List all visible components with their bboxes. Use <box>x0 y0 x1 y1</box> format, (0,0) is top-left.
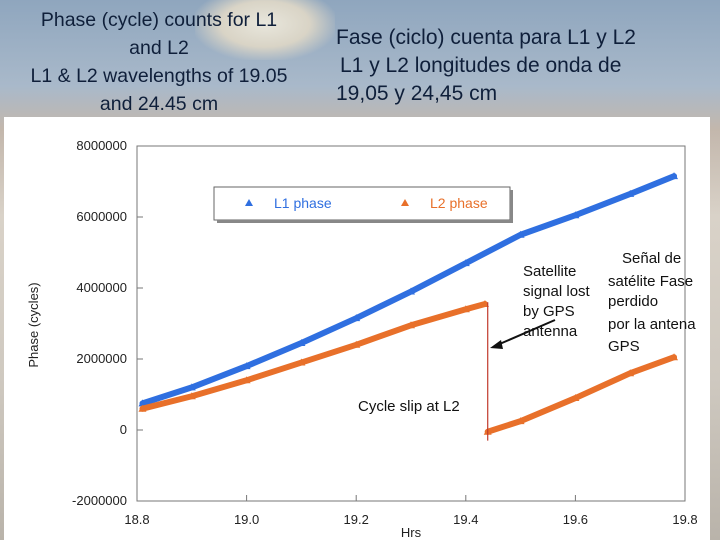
data-point-l1 <box>297 339 306 347</box>
y-ticks: 8000000 6000000 4000000 2000000 0 -2000000 <box>72 138 143 508</box>
y-tick-label: 8000000 <box>76 138 127 153</box>
data-point-l2 <box>297 358 306 366</box>
legend-label-l2: L2 phase <box>430 195 488 211</box>
title-es-line-3: 19,05 y 24,45 cm <box>336 82 498 105</box>
data-point-l2 <box>516 417 525 425</box>
data-point-l2 <box>242 376 251 384</box>
legend: L1 phase L2 phase <box>213 186 513 223</box>
title-en-line-4: and 24.45 cm <box>99 93 219 115</box>
data-point-l1 <box>626 189 635 197</box>
annotation-signal-lost-es: Señal de satélite Fase perdido por la an… <box>608 250 696 355</box>
annotation-es-line-1: Señal de <box>622 250 681 267</box>
annotation-es-line-5: GPS <box>608 338 640 355</box>
legend-shadow <box>510 190 513 222</box>
data-point-l1 <box>571 211 580 219</box>
data-point-l2 <box>461 305 470 313</box>
y-axis-title: Phase (cycles) <box>26 282 41 367</box>
annotation-en-line-2: signal lost <box>523 283 591 300</box>
x-tick-label: 19.4 <box>453 512 478 527</box>
title-es-line-1: Fase (ciclo) cuenta para L1 y L2 <box>336 26 636 49</box>
title-en-line-1: Phase (cycle) counts for L1 <box>40 9 278 31</box>
series-line-l2-segment-1 <box>484 354 678 435</box>
data-point-l2 <box>480 299 489 307</box>
data-point-l1 <box>407 287 415 295</box>
title-en-line-3: L1 & L2 wavelengths of 19.05 <box>30 65 288 87</box>
data-point-l1 <box>242 362 251 370</box>
series-layer <box>138 172 679 435</box>
y-tick-label: 4000000 <box>76 280 127 295</box>
y-tick-label: 6000000 <box>76 209 127 224</box>
data-point-l1 <box>516 230 525 238</box>
x-ticks: 18.8 19.0 19.2 19.4 19.6 19.8 <box>124 495 698 527</box>
annotation-es-line-2: satélite Fase <box>608 273 693 290</box>
y-tick-label: -2000000 <box>72 493 127 508</box>
data-point-l2 <box>571 394 580 402</box>
legend-label-l1: L1 phase <box>274 195 332 211</box>
background-antenna-photo <box>195 0 335 60</box>
legend-box <box>213 186 511 221</box>
y-tick-label: 2000000 <box>76 351 127 366</box>
data-point-l2 <box>187 392 196 400</box>
data-point-l1 <box>138 399 147 407</box>
y-tick-label: 0 <box>120 422 127 437</box>
annotation-es-line-3: perdido <box>608 293 658 310</box>
title-en-line-2: and L2 <box>129 37 189 59</box>
annotation-en-line-3: by GPS <box>523 303 575 320</box>
x-axis-title: Hrs <box>401 525 422 540</box>
data-point-l1 <box>670 172 679 180</box>
plot-frame <box>136 145 686 502</box>
data-point-l1 <box>352 314 361 322</box>
data-point-l2 <box>670 353 679 361</box>
x-tick-label: 19.0 <box>234 512 259 527</box>
x-tick-label: 18.8 <box>124 512 149 527</box>
legend-marker-l2 <box>401 199 409 206</box>
data-point-l2 <box>407 321 415 329</box>
data-point-l1 <box>187 383 196 391</box>
legend-marker-l1 <box>245 199 253 206</box>
x-tick-label: 19.2 <box>344 512 369 527</box>
x-tick-label: 19.8 <box>672 512 697 527</box>
annotation-signal-lost-en: Satellite signal lost by GPS antenna <box>523 263 591 340</box>
x-tick-label: 19.6 <box>563 512 588 527</box>
title-spanish: Fase (ciclo) cuenta para L1 y L2 L1 y L2… <box>336 24 720 108</box>
series-line-l2-segment-0 <box>139 300 488 412</box>
annotation-es-line-4: por la antena <box>608 316 696 333</box>
annotation-en-line-1: Satellite <box>523 263 576 280</box>
title-english: Phase (cycle) counts for L1 and L2 L1 & … <box>0 6 318 118</box>
data-point-l2 <box>626 369 635 377</box>
annotation-cycle-slip: Cycle slip at L2 <box>358 398 460 415</box>
title-es-line-2: L1 y L2 longitudes de onda de <box>340 54 622 77</box>
legend-shadow-bottom <box>217 220 513 223</box>
annotation-arrow <box>494 319 556 347</box>
data-point-l1 <box>461 259 470 267</box>
annotation-arrowhead <box>490 340 503 349</box>
annotation-en-line-4: antenna <box>523 323 578 340</box>
data-point-l2 <box>352 340 361 348</box>
data-point-l2 <box>138 404 147 412</box>
